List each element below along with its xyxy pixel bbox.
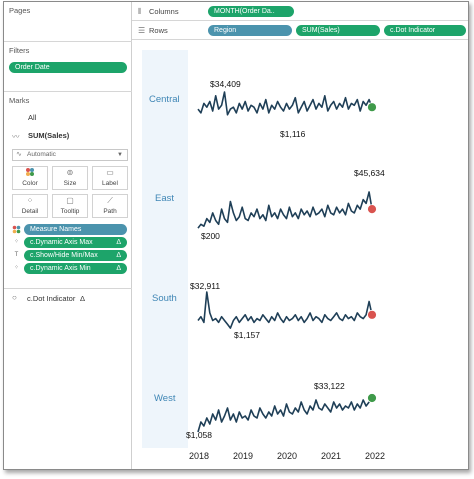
rows-icon: ☰: [138, 26, 146, 35]
rows-pill-dot-indicator[interactable]: c.Dot Indicator: [384, 25, 466, 36]
label-label: Label: [102, 180, 118, 187]
columns-icon: ⦀: [138, 7, 142, 16]
region-label-central[interactable]: Central: [149, 94, 180, 105]
min-label-west: $1,058: [186, 430, 212, 440]
path-button[interactable]: ⟋ Path: [92, 194, 128, 218]
color-label: Color: [22, 180, 38, 187]
columns-label: Columns: [149, 7, 179, 16]
path-label: Path: [103, 208, 117, 215]
detail-button[interactable]: ⁘ Detail: [12, 194, 48, 218]
max-label-central: $34,409: [210, 79, 241, 89]
rows-label: Rows: [149, 26, 168, 35]
tooltip-icon: ▢: [66, 196, 74, 205]
divider: [4, 288, 132, 289]
detail-small-icon: ⁘: [13, 239, 20, 245]
field-dynamic-axis-min[interactable]: c.Dynamic Axis Min Δ: [24, 263, 127, 274]
x-tick-label: 2021: [321, 451, 342, 461]
label-small-icon: T: [14, 252, 19, 258]
field-label: c.Dynamic Axis Max: [30, 239, 93, 246]
region-header-band: [142, 50, 188, 448]
dot-indicator-label[interactable]: c.Dot Indicator: [27, 294, 76, 303]
series-line-central[interactable]: [197, 91, 373, 116]
region-label-west[interactable]: West: [154, 393, 176, 404]
max-label-south: $32,911: [190, 281, 221, 291]
field-measure-names[interactable]: Measure Names: [24, 224, 127, 235]
filter-pill-order-date[interactable]: Order Date: [9, 62, 127, 73]
field-dynamic-axis-max[interactable]: c.Dynamic Axis Max Δ: [24, 237, 127, 248]
tooltip-label: Tooltip: [60, 208, 80, 215]
min-label-south: $1,157: [234, 330, 260, 340]
rows-pill-label: Region: [214, 27, 237, 34]
region-label-south[interactable]: South: [152, 293, 177, 304]
max-label-west: $33,122: [314, 381, 345, 391]
columns-shelf[interactable]: ⦀ Columns MONTH(Order Da..: [132, 2, 468, 21]
marks-measure[interactable]: SUM(Sales): [28, 131, 70, 140]
min-label-east: $200: [201, 231, 220, 241]
delta-icon: Δ: [116, 265, 121, 272]
filters-title: Filters: [9, 46, 30, 55]
end-dot-central[interactable]: [367, 102, 377, 113]
delta-icon: Δ: [80, 294, 86, 303]
columns-pill-label: MONTH(Order Da..: [214, 8, 275, 15]
chevron-down-icon: ▼: [117, 152, 123, 158]
delta-icon: Δ: [116, 252, 121, 259]
filter-pill-label: Order Date: [15, 64, 50, 71]
field-label: c.Dynamic Axis Min: [30, 265, 91, 272]
detail-label: Detail: [21, 208, 39, 215]
columns-pill-month[interactable]: MONTH(Order Da..: [208, 6, 294, 17]
series-line-south[interactable]: [197, 291, 373, 329]
series-line-east[interactable]: [197, 191, 373, 229]
x-tick-label: 2019: [233, 451, 254, 461]
tableau-window: Pages Filters Order Date Marks All 〰 SUM…: [3, 1, 469, 470]
size-icon: ⊚: [66, 168, 74, 177]
end-dot-east[interactable]: [367, 204, 377, 215]
detail-small-icon: ⁘: [13, 265, 20, 271]
label-button[interactable]: ▭ Label: [92, 166, 128, 190]
series-line-west[interactable]: [197, 397, 373, 433]
field-label: c.Show/Hide Min/Max: [30, 252, 98, 259]
tooltip-button[interactable]: ▢ Tooltip: [52, 194, 88, 218]
delta-icon: Δ: [116, 239, 121, 246]
rows-pill-label: SUM(Sales): [302, 27, 340, 34]
rows-shelf[interactable]: ☰ Rows Region SUM(Sales) c.Dot Indicator: [132, 21, 468, 40]
line-chart[interactable]: [132, 42, 469, 447]
field-label: Measure Names: [30, 226, 82, 233]
rows-pill-region[interactable]: Region: [208, 25, 292, 36]
mark-type-dropdown[interactable]: ∿ Automatic ▼: [12, 149, 128, 161]
mark-type-value: Automatic: [27, 151, 56, 158]
x-tick-label: 2018: [189, 451, 210, 461]
x-tick-label: 2020: [277, 451, 298, 461]
circle-mark-icon: ○: [12, 293, 17, 302]
color-dots-small-icon: [12, 225, 21, 234]
color-dots-icon: [13, 167, 47, 179]
filters-card[interactable]: Filters Order Date: [4, 42, 132, 92]
detail-icon: ⁘: [26, 196, 34, 205]
max-label-east: $45,634: [354, 168, 385, 178]
min-label-central: $1,116: [280, 129, 306, 139]
line-mark-icon: 〰: [12, 132, 20, 141]
color-button[interactable]: Color: [12, 166, 48, 190]
size-label: Size: [63, 180, 77, 187]
path-icon: ⟋: [107, 196, 113, 205]
region-label-east[interactable]: East: [155, 193, 175, 204]
marks-title: Marks: [9, 96, 30, 105]
marks-card: Marks All 〰 SUM(Sales) ∿ Automatic ▼ Col…: [4, 92, 132, 310]
label-icon: ▭: [106, 168, 114, 177]
pages-title: Pages: [9, 6, 31, 15]
rows-pill-sum-sales[interactable]: SUM(Sales): [296, 25, 380, 36]
size-button[interactable]: ⊚ Size: [52, 166, 88, 190]
end-dot-west[interactable]: [367, 393, 377, 403]
field-show-hide-min-max[interactable]: c.Show/Hide Min/Max Δ: [24, 250, 127, 261]
pages-card[interactable]: Pages: [4, 2, 132, 42]
marks-all[interactable]: All: [28, 113, 37, 122]
x-tick-label: 2022: [365, 451, 386, 461]
rows-pill-label: c.Dot Indicator: [390, 27, 436, 34]
line-icon: ∿: [16, 151, 22, 158]
left-panel: Pages Filters Order Date Marks All 〰 SUM…: [4, 2, 132, 469]
viz-area: Central East South West $34,409 $1,116 $…: [132, 42, 469, 469]
end-dot-south[interactable]: [367, 309, 377, 320]
